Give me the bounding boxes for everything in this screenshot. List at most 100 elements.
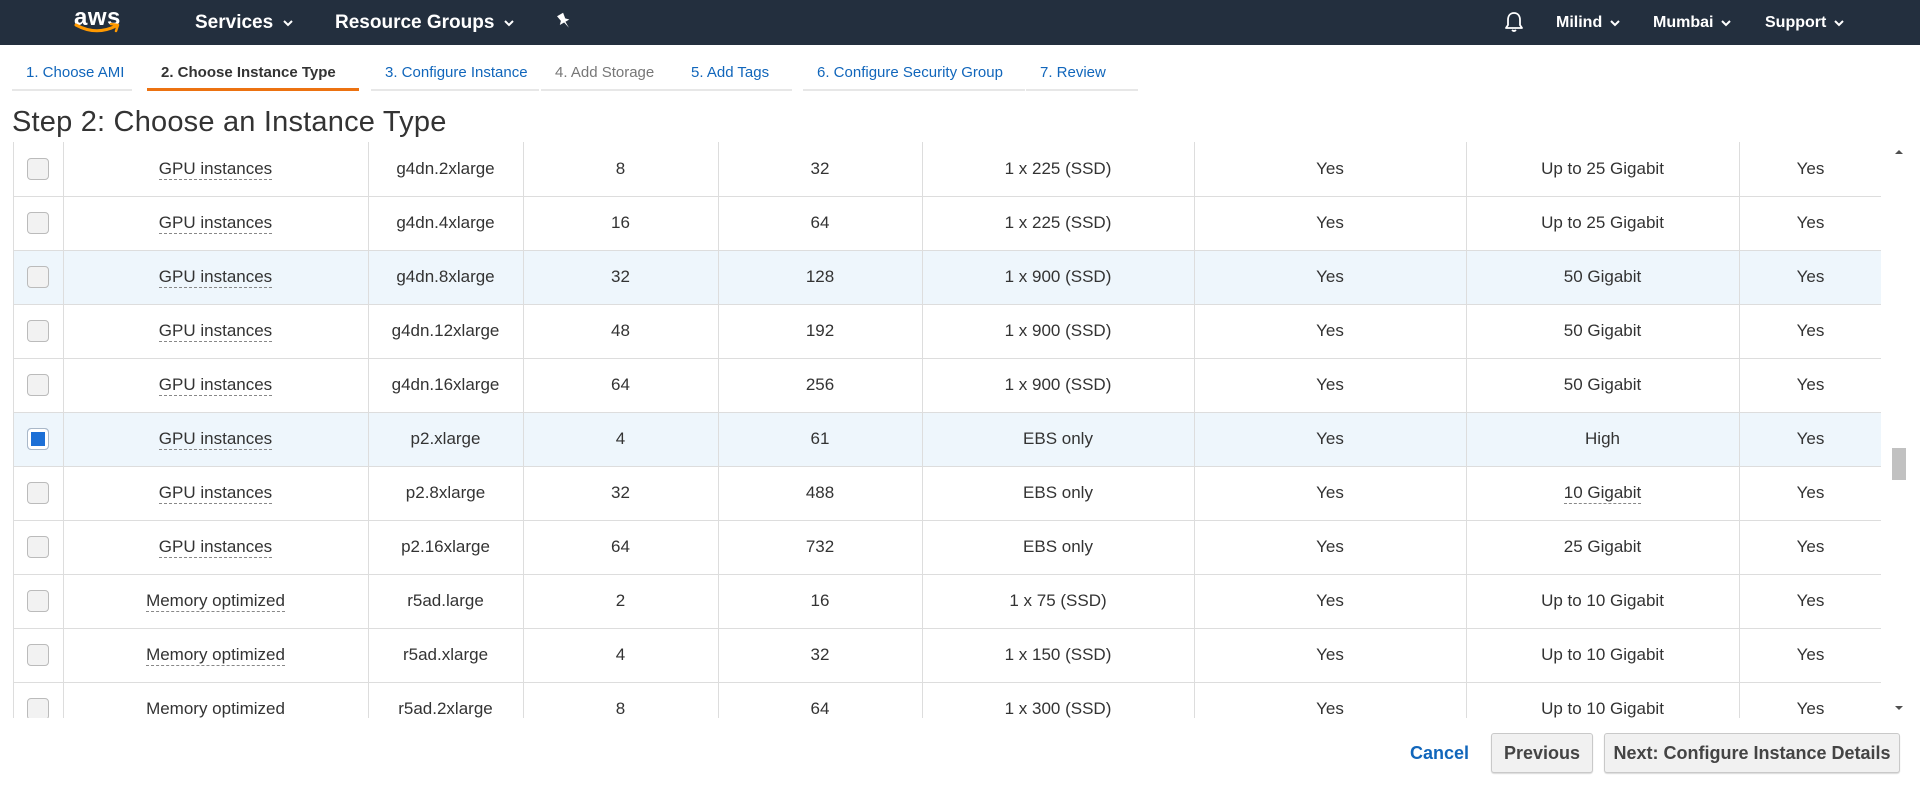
instance-family-value[interactable]: GPU instances <box>158 321 273 342</box>
user-menu[interactable]: Milind <box>1556 0 1620 45</box>
previous-button[interactable]: Previous <box>1491 733 1593 773</box>
cancel-button[interactable]: Cancel <box>1410 738 1469 768</box>
row-select-checkbox[interactable] <box>27 536 50 558</box>
network-performance-value: Up to 25 Gigabit <box>1541 158 1664 178</box>
step-add-tags[interactable]: 5. Add Tags <box>677 56 792 91</box>
table-row[interactable]: GPU instances g4dn.8xlarge 32 128 1 x 900 (S… <box>14 250 1881 305</box>
scroll-down-arrow-icon[interactable] <box>1893 702 1905 714</box>
aws-smile-icon <box>74 22 120 33</box>
ipv6-support-value: Yes <box>1796 321 1825 340</box>
table-row[interactable]: Memory optimized r5ad.2xlarge 8 64 1 x 300 (… <box>14 682 1881 718</box>
vcpus-cell: 64 <box>523 358 719 413</box>
memory-gib-value: 16 <box>810 591 830 610</box>
instance-storage-cell: 1 x 900 (SSD) <box>922 250 1195 305</box>
ipv6-support-value: Yes <box>1796 537 1825 556</box>
memory-gib-cell: 64 <box>718 196 923 251</box>
instance-family-value[interactable]: GPU instances <box>158 429 273 450</box>
instance-family-cell: GPU instances <box>63 412 369 467</box>
instance-storage-value: EBS only <box>1023 483 1093 502</box>
instance-type-value: g4dn.4xlarge <box>396 213 495 232</box>
table-row[interactable]: GPU instances g4dn.4xlarge 16 64 1 x 225 (SS… <box>14 196 1881 251</box>
ebs-optimized-cell: Yes <box>1194 250 1467 305</box>
instance-type-value: g4dn.12xlarge <box>391 321 500 340</box>
table-row[interactable]: GPU instances p2.16xlarge 64 732 EBS only Yes… <box>14 520 1881 575</box>
row-select-checkbox[interactable] <box>27 428 50 450</box>
vcpus-cell: 8 <box>523 142 719 197</box>
network-performance-cell: 50 Gigabit <box>1466 304 1740 359</box>
instance-family-cell: Memory optimized <box>63 682 369 718</box>
instance-family-cell: GPU instances <box>63 196 369 251</box>
instance-family-value[interactable]: GPU instances <box>158 213 273 234</box>
instance-family-value[interactable]: Memory optimized <box>146 645 285 666</box>
row-select-checkbox[interactable] <box>27 482 50 504</box>
table-row[interactable]: GPU instances p2.xlarge 4 61 EBS only Yes High… <box>14 412 1881 467</box>
row-select-checkbox[interactable] <box>27 374 50 396</box>
scroll-up-arrow-icon[interactable] <box>1893 146 1905 158</box>
pin-icon[interactable] <box>553 10 577 34</box>
step-configure-security-group[interactable]: 6. Configure Security Group <box>803 56 1025 91</box>
instance-family-value[interactable]: GPU instances <box>158 158 273 180</box>
instance-family-value[interactable]: Memory optimized <box>146 699 285 718</box>
step-add-storage: 4. Add Storage <box>541 56 677 91</box>
instance-type-cell: p2.xlarge <box>368 412 524 467</box>
scrollbar-thumb[interactable] <box>1892 448 1906 480</box>
network-performance-value: 50 Gigabit <box>1563 267 1642 286</box>
instance-family-value[interactable]: GPU instances <box>158 267 273 288</box>
page-title: Step 2: Choose an Instance Type <box>12 106 447 138</box>
instance-family-cell: GPU instances <box>63 358 369 413</box>
row-select-checkbox[interactable] <box>27 698 50 718</box>
table-row[interactable]: GPU instances g4dn.16xlarge 64 256 1 x 900 (… <box>14 358 1881 413</box>
ebs-optimized-cell: Yes <box>1194 574 1467 629</box>
instance-storage-value: 1 x 300 (SSD) <box>1004 699 1112 718</box>
memory-gib-cell: 128 <box>718 250 923 305</box>
step-configure-instance[interactable]: 3. Configure Instance <box>371 56 539 91</box>
resource-groups-menu[interactable]: Resource Groups <box>335 0 515 45</box>
vcpus-value: 4 <box>615 645 626 664</box>
ebs-optimized-value: Yes <box>1316 267 1344 286</box>
table-row[interactable]: GPU instances g4dn.2xlarge 8 32 1 x 225 (SSD… <box>14 142 1881 197</box>
network-performance-cell: Up to 10 Gigabit <box>1466 682 1740 718</box>
instance-family-value[interactable]: GPU instances <box>158 375 273 396</box>
row-select-checkbox[interactable] <box>27 266 50 288</box>
services-menu[interactable]: Services <box>195 0 293 45</box>
ebs-optimized-cell: Yes <box>1194 142 1467 197</box>
vcpus-value: 8 <box>615 699 626 718</box>
row-select-checkbox[interactable] <box>27 212 50 234</box>
ebs-optimized-cell: Yes <box>1194 466 1467 521</box>
row-select-checkbox[interactable] <box>27 320 50 342</box>
instance-family-value[interactable]: GPU instances <box>158 483 273 504</box>
table-scrollbar[interactable] <box>1890 142 1908 718</box>
support-menu[interactable]: Support <box>1765 0 1845 45</box>
region-menu[interactable]: Mumbai <box>1653 0 1732 45</box>
network-performance-value: 50 Gigabit <box>1563 375 1642 394</box>
instance-family-cell: GPU instances <box>63 520 369 575</box>
step-review[interactable]: 7. Review <box>1026 56 1138 91</box>
next-configure-instance-details-button[interactable]: Next: Configure Instance Details <box>1604 733 1900 773</box>
memory-gib-value: 64 <box>810 213 830 232</box>
instance-type-cell: p2.16xlarge <box>368 520 524 575</box>
instance-family-cell: Memory optimized <box>63 574 369 629</box>
instance-family-value[interactable]: Memory optimized <box>146 591 285 612</box>
instance-family-cell: GPU instances <box>63 142 369 197</box>
step-choose-instance-type[interactable]: 2. Choose Instance Type <box>147 56 359 91</box>
instance-type-table: GPU instances g4dn.2xlarge 8 32 1 x 225 (SSD… <box>13 142 1881 718</box>
memory-gib-value: 256 <box>805 375 835 394</box>
vcpus-value: 32 <box>611 267 630 286</box>
row-select-checkbox[interactable] <box>27 590 50 612</box>
step-choose-ami[interactable]: 1. Choose AMI <box>12 56 132 91</box>
instance-storage-cell: EBS only <box>922 466 1195 521</box>
chevron-down-icon <box>1834 19 1845 26</box>
row-select-checkbox[interactable] <box>27 157 50 180</box>
ipv6-support-value: Yes <box>1796 375 1825 394</box>
vcpus-cell: 8 <box>523 682 719 718</box>
vcpus-cell: 32 <box>523 250 719 305</box>
table-row[interactable]: GPU instances p2.8xlarge 32 488 EBS only Yes 1… <box>14 466 1881 521</box>
table-row[interactable]: Memory optimized r5ad.large 2 16 1 x 75 (SSD… <box>14 574 1881 629</box>
table-row[interactable]: Memory optimized r5ad.xlarge 4 32 1 x 150 (S… <box>14 628 1881 683</box>
network-performance-value[interactable]: 10 Gigabit <box>1563 483 1642 504</box>
bell-icon[interactable] <box>1502 10 1526 34</box>
aws-logo[interactable]: aws <box>70 0 130 45</box>
row-select-checkbox[interactable] <box>27 644 50 666</box>
instance-family-value[interactable]: GPU instances <box>158 537 273 558</box>
table-row[interactable]: GPU instances g4dn.12xlarge 48 192 1 x 900 (… <box>14 304 1881 359</box>
